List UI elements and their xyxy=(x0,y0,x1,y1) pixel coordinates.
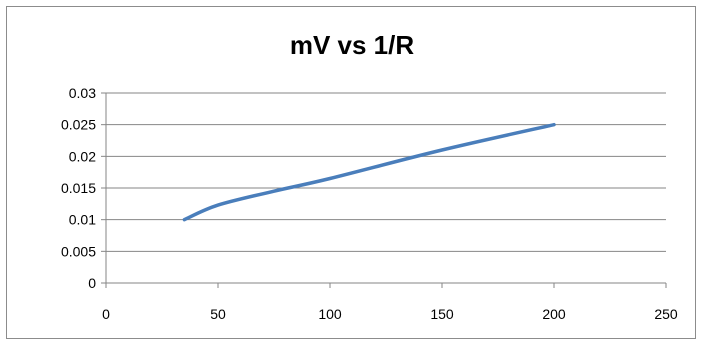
y-tick-label: 0 xyxy=(88,275,96,291)
y-tick-label: 0.015 xyxy=(61,180,96,196)
y-tick-label: 0.02 xyxy=(69,148,96,164)
x-tick-label: 100 xyxy=(318,306,342,322)
x-tick-label: 0 xyxy=(102,306,110,322)
series-lines xyxy=(182,122,556,222)
series-line-0 xyxy=(182,122,556,222)
axes xyxy=(101,92,667,288)
tick-labels: 0 0.005 0.01 0.015 0.02 0.025 0.03 0 50 100 150 200… xyxy=(61,85,678,322)
gridlines xyxy=(106,92,666,252)
x-tick-label: 150 xyxy=(430,306,454,322)
x-tick-label: 200 xyxy=(542,306,566,322)
y-tick-label: 0.005 xyxy=(61,243,96,259)
y-tick-label: 0.03 xyxy=(69,85,96,101)
x-tick-label: 250 xyxy=(654,306,678,322)
chart-title: mV vs 1/R xyxy=(289,30,415,60)
x-tick-label: 50 xyxy=(210,306,226,322)
y-tick-label: 0.025 xyxy=(61,117,96,133)
y-tick-label: 0.01 xyxy=(69,212,96,228)
